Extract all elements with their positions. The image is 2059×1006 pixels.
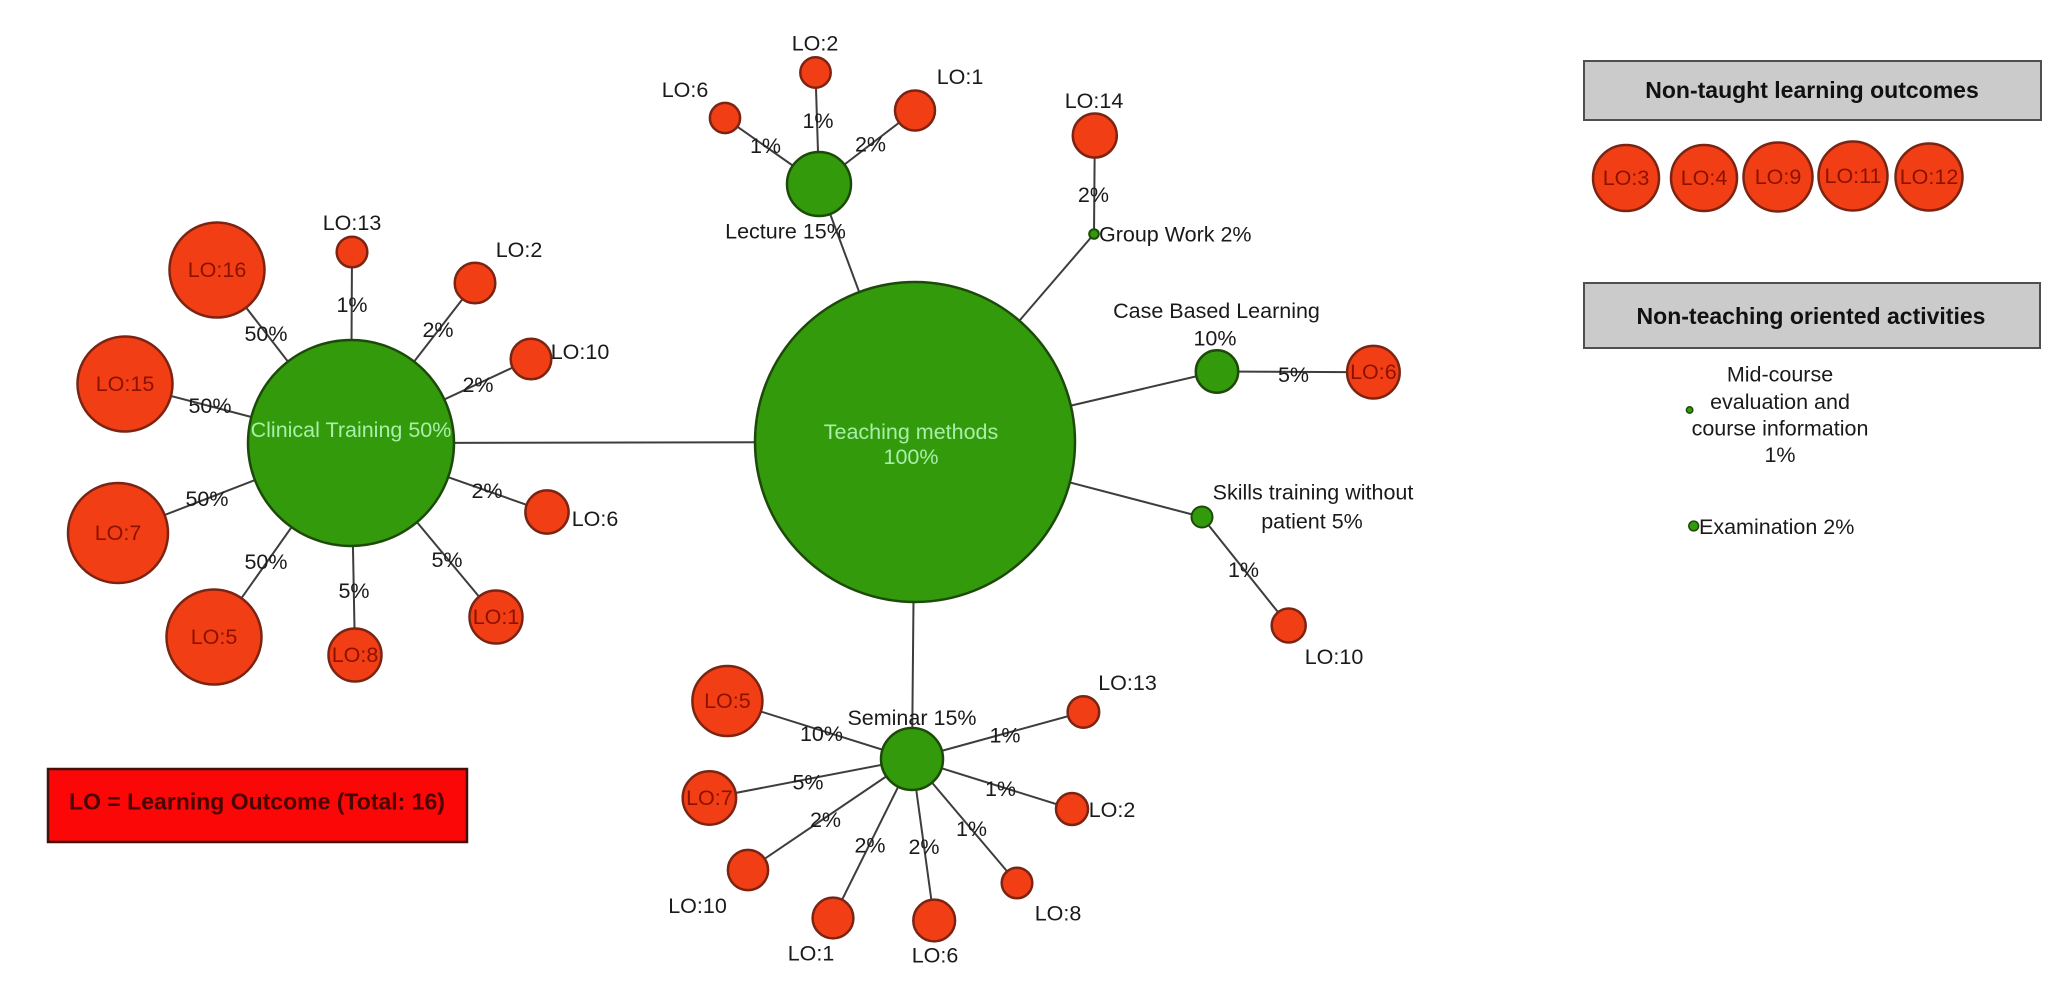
svg-text:LO:7: LO:7 [686, 786, 733, 810]
svg-text:2%: 2% [854, 834, 885, 858]
svg-text:1%: 1% [750, 134, 781, 158]
svg-text:LO:12: LO:12 [1900, 165, 1959, 189]
svg-text:Examination 2%: Examination 2% [1699, 515, 1854, 539]
svg-text:LO:6: LO:6 [912, 944, 959, 968]
svg-text:LO:13: LO:13 [323, 211, 382, 235]
svg-text:Skills training without: Skills training without [1213, 481, 1414, 505]
svg-text:evaluation and: evaluation and [1710, 390, 1850, 414]
svg-text:50%: 50% [188, 394, 231, 418]
svg-text:LO:1: LO:1 [788, 942, 835, 966]
svg-text:LO:9: LO:9 [1755, 165, 1802, 189]
svg-text:LO:3: LO:3 [1603, 166, 1650, 190]
svg-text:1%: 1% [1228, 558, 1259, 582]
svg-text:LO:11: LO:11 [1825, 164, 1882, 188]
svg-text:LO:6: LO:6 [572, 507, 619, 531]
svg-text:LO:2: LO:2 [496, 238, 543, 262]
svg-text:LO:1: LO:1 [473, 605, 520, 629]
svg-text:2%: 2% [855, 133, 886, 157]
svg-text:LO:7: LO:7 [95, 521, 142, 545]
svg-text:LO:6: LO:6 [1350, 360, 1397, 384]
svg-text:50%: 50% [244, 550, 287, 574]
svg-text:100%: 100% [884, 445, 939, 469]
svg-text:2%: 2% [1078, 183, 1109, 207]
svg-text:LO:10: LO:10 [1305, 645, 1364, 669]
svg-text:course information: course information [1692, 417, 1869, 441]
svg-text:2%: 2% [462, 373, 493, 397]
svg-text:5%: 5% [338, 579, 369, 603]
svg-text:1%: 1% [985, 777, 1016, 801]
svg-text:LO = Learning Outcome (Total:: LO = Learning Outcome (Total: 16) [69, 789, 445, 815]
svg-text:LO:10: LO:10 [668, 894, 727, 918]
svg-text:1%: 1% [1764, 443, 1795, 467]
svg-text:Non-taught learning outcomes: Non-taught learning outcomes [1645, 77, 1979, 103]
svg-text:50%: 50% [185, 487, 228, 511]
svg-text:5%: 5% [792, 771, 823, 795]
svg-text:5%: 5% [1278, 363, 1309, 387]
svg-text:Case Based Learning: Case Based Learning [1113, 299, 1320, 323]
svg-text:LO:5: LO:5 [191, 625, 238, 649]
svg-text:LO:1: LO:1 [937, 65, 984, 89]
svg-text:Lecture 15%: Lecture 15% [725, 220, 846, 244]
svg-text:10%: 10% [800, 722, 843, 746]
svg-text:LO:6: LO:6 [662, 78, 709, 102]
svg-text:Non-teaching oriented activiti: Non-teaching oriented activities [1637, 303, 1986, 329]
svg-text:1%: 1% [336, 293, 367, 317]
svg-text:patient 5%: patient 5% [1261, 510, 1363, 534]
svg-text:LO:5: LO:5 [704, 689, 751, 713]
svg-text:LO:13: LO:13 [1098, 671, 1157, 695]
svg-text:LO:8: LO:8 [332, 643, 379, 667]
svg-text:1%: 1% [989, 724, 1020, 748]
svg-text:10%: 10% [1193, 327, 1236, 351]
svg-text:LO:10: LO:10 [551, 340, 610, 364]
svg-text:Teaching methods: Teaching methods [824, 420, 999, 444]
svg-text:2%: 2% [422, 318, 453, 342]
svg-text:1%: 1% [956, 817, 987, 841]
svg-text:5%: 5% [431, 548, 462, 572]
svg-text:2%: 2% [810, 808, 841, 832]
svg-text:2%: 2% [908, 835, 939, 859]
svg-text:LO:16: LO:16 [188, 258, 247, 282]
svg-text:Seminar 15%: Seminar 15% [847, 706, 976, 730]
svg-text:Clinical Training 50%: Clinical Training 50% [251, 418, 452, 442]
svg-text:LO:14: LO:14 [1065, 89, 1124, 113]
svg-text:1%: 1% [802, 109, 833, 133]
svg-text:50%: 50% [244, 322, 287, 346]
svg-text:Mid-course: Mid-course [1727, 362, 1833, 386]
svg-text:Group Work 2%: Group Work 2% [1099, 223, 1252, 247]
svg-text:2%: 2% [471, 479, 502, 503]
svg-text:LO:8: LO:8 [1035, 902, 1082, 926]
svg-text:LO:4: LO:4 [1681, 166, 1728, 190]
svg-text:LO:2: LO:2 [1089, 798, 1136, 822]
svg-text:LO:2: LO:2 [792, 32, 839, 56]
svg-text:LO:15: LO:15 [96, 372, 155, 396]
